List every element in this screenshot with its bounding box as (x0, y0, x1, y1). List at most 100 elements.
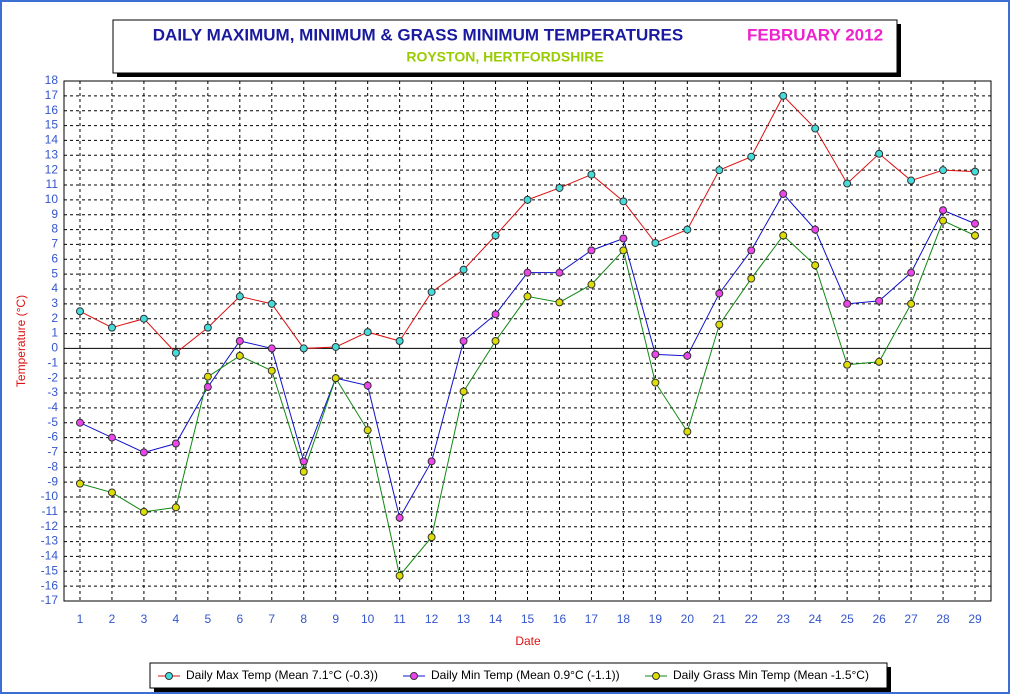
x-tick-label: 7 (268, 612, 275, 626)
y-tick-label: 4 (51, 281, 58, 295)
y-tick-label: -12 (41, 519, 59, 533)
y-tick-label: -10 (41, 489, 59, 503)
x-tick-label: 9 (332, 612, 339, 626)
chart-subtitle: ROYSTON, HERTFORDSHIRE (406, 49, 603, 65)
data-point (779, 189, 788, 198)
data-point (331, 342, 340, 351)
x-tick-label: 13 (457, 612, 471, 626)
data-point (459, 337, 468, 345)
data-point (267, 299, 276, 308)
data-point (971, 167, 980, 176)
data-point (139, 448, 148, 457)
data-point (939, 166, 948, 175)
data-point (587, 280, 596, 289)
data-point (843, 179, 852, 188)
x-tick-label: 6 (236, 612, 243, 626)
data-point (235, 351, 244, 360)
data-point (875, 149, 884, 158)
data-point (107, 433, 116, 442)
x-tick-label: 16 (553, 612, 567, 626)
legend-label: Daily Min Temp (Mean 0.9°C (-1.1)) (431, 668, 620, 682)
data-point (299, 344, 308, 353)
data-point (523, 268, 532, 277)
data-point (363, 381, 372, 390)
data-point (427, 457, 436, 466)
y-tick-label: -8 (47, 459, 58, 473)
y-tick-label: -3 (47, 385, 58, 399)
data-point (235, 337, 244, 345)
x-tick-label: 5 (205, 612, 212, 626)
data-point (299, 467, 308, 476)
data-point (523, 195, 532, 204)
y-tick-label: 12 (45, 162, 59, 176)
legend-marker (652, 672, 660, 680)
data-point (491, 337, 500, 345)
x-tick-label: 21 (713, 612, 727, 626)
data-point (427, 533, 436, 542)
y-tick-label: -17 (41, 593, 59, 607)
x-tick-label: 23 (777, 612, 791, 626)
y-tick-label: 18 (45, 73, 59, 87)
y-tick-label: 15 (45, 118, 59, 132)
data-point (267, 344, 276, 353)
data-point (75, 418, 84, 427)
data-point (107, 323, 116, 332)
data-point (139, 507, 148, 516)
data-point (811, 124, 820, 133)
data-point (907, 176, 916, 185)
data-point (203, 323, 212, 332)
y-tick-label: -14 (41, 549, 59, 563)
data-point (875, 357, 884, 366)
data-point (459, 387, 468, 396)
y-tick-label: 3 (51, 296, 58, 310)
data-point (939, 206, 948, 215)
legend-marker (165, 672, 173, 680)
x-tick-label: 4 (173, 612, 180, 626)
y-tick-label: -1 (47, 355, 58, 369)
y-tick-label: 8 (51, 222, 58, 236)
data-point (587, 246, 596, 255)
y-tick-label: -4 (47, 400, 58, 414)
y-tick-label: 9 (51, 207, 58, 221)
data-point (619, 246, 628, 255)
y-tick-label: -15 (41, 563, 59, 577)
x-tick-label: 3 (141, 612, 148, 626)
x-tick-label: 27 (904, 612, 918, 626)
y-tick-label: 6 (51, 251, 58, 265)
data-point (363, 328, 372, 337)
legend-label: Daily Grass Min Temp (Mean -1.5°C) (673, 668, 869, 682)
data-point (875, 296, 884, 305)
data-point (363, 426, 372, 435)
x-tick-label: 24 (809, 612, 823, 626)
y-tick-label: 13 (45, 147, 59, 161)
data-point (747, 152, 756, 161)
data-point (139, 314, 148, 323)
x-tick-label: 1 (77, 612, 84, 626)
data-point (523, 292, 532, 301)
legend-marker (410, 672, 418, 680)
x-tick-label: 14 (489, 612, 503, 626)
legend-label: Daily Max Temp (Mean 7.1°C (-0.3)) (186, 668, 378, 682)
data-point (779, 231, 788, 240)
y-tick-label: -16 (41, 578, 59, 592)
data-point (267, 366, 276, 375)
data-point (171, 439, 180, 448)
data-point (971, 231, 980, 240)
data-point (395, 513, 404, 522)
x-tick-label: 29 (968, 612, 982, 626)
data-point (747, 246, 756, 255)
data-point (907, 299, 916, 308)
data-point (683, 225, 692, 234)
y-tick-label: 11 (46, 177, 59, 191)
data-point (75, 307, 84, 316)
y-tick-label: -5 (47, 415, 58, 429)
data-point (651, 378, 660, 387)
data-point (395, 337, 404, 345)
data-point (171, 348, 180, 357)
data-point (555, 268, 564, 277)
data-point (299, 457, 308, 466)
data-point (427, 287, 436, 296)
data-point (203, 383, 212, 392)
x-tick-label: 28 (936, 612, 950, 626)
